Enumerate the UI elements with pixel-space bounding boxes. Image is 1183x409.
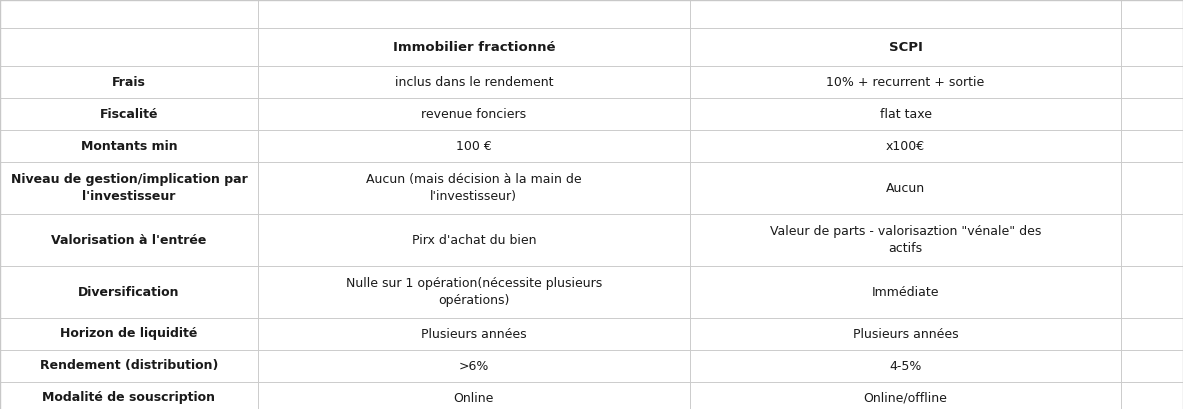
Text: Fiscalité: Fiscalité xyxy=(99,108,159,121)
Bar xyxy=(0,318,258,350)
Bar xyxy=(690,66,1121,98)
Bar xyxy=(258,318,690,350)
Bar xyxy=(1121,130,1183,162)
Text: Horizon de liquidité: Horizon de liquidité xyxy=(60,328,198,341)
Text: Nulle sur 1 opération(nécessite plusieurs
opérations): Nulle sur 1 opération(nécessite plusieur… xyxy=(345,277,602,307)
Bar xyxy=(258,98,690,130)
Bar xyxy=(690,130,1121,162)
Bar xyxy=(258,66,690,98)
Text: Rendement (distribution): Rendement (distribution) xyxy=(40,360,218,373)
Bar xyxy=(0,162,258,214)
Bar xyxy=(1121,318,1183,350)
Bar xyxy=(258,266,690,318)
Bar xyxy=(258,382,690,409)
Bar xyxy=(690,98,1121,130)
Bar xyxy=(258,130,690,162)
Text: 10% + recurrent + sortie: 10% + recurrent + sortie xyxy=(827,76,984,88)
Bar xyxy=(1121,214,1183,266)
Bar xyxy=(690,214,1121,266)
Bar xyxy=(0,130,258,162)
Text: Aucun: Aucun xyxy=(886,182,925,195)
Bar xyxy=(690,0,1121,28)
Bar xyxy=(0,66,258,98)
Text: Aucun (mais décision à la main de
l'investisseur): Aucun (mais décision à la main de l'inve… xyxy=(366,173,582,203)
Text: Valeur de parts - valorisaztion "vénale" des
actifs: Valeur de parts - valorisaztion "vénale"… xyxy=(770,225,1041,255)
Bar xyxy=(690,318,1121,350)
Text: 4-5%: 4-5% xyxy=(890,360,922,373)
Text: Valorisation à l'entrée: Valorisation à l'entrée xyxy=(51,234,207,247)
Text: flat taxe: flat taxe xyxy=(880,108,931,121)
Bar xyxy=(1121,66,1183,98)
Bar xyxy=(1121,350,1183,382)
Bar xyxy=(0,266,258,318)
Text: Immobilier fractionné: Immobilier fractionné xyxy=(393,40,555,54)
Bar xyxy=(1121,28,1183,66)
Bar xyxy=(0,0,258,28)
Text: Immédiate: Immédiate xyxy=(872,285,939,299)
Bar xyxy=(0,350,258,382)
Bar xyxy=(258,0,690,28)
Bar xyxy=(1121,0,1183,28)
Text: Niveau de gestion/implication par
l'investisseur: Niveau de gestion/implication par l'inve… xyxy=(11,173,247,203)
Text: Online: Online xyxy=(453,391,494,405)
Bar xyxy=(690,350,1121,382)
Text: Plusieurs années: Plusieurs années xyxy=(421,328,526,341)
Text: Pirx d'achat du bien: Pirx d'achat du bien xyxy=(412,234,536,247)
Bar xyxy=(0,28,258,66)
Bar xyxy=(1121,98,1183,130)
Text: 100 €: 100 € xyxy=(455,139,492,153)
Text: Montants min: Montants min xyxy=(80,139,177,153)
Bar xyxy=(258,28,690,66)
Text: Diversification: Diversification xyxy=(78,285,180,299)
Text: >6%: >6% xyxy=(459,360,489,373)
Bar xyxy=(1121,382,1183,409)
Bar xyxy=(258,162,690,214)
Bar xyxy=(0,98,258,130)
Bar xyxy=(0,382,258,409)
Bar xyxy=(258,214,690,266)
Text: SCPI: SCPI xyxy=(888,40,923,54)
Bar xyxy=(690,162,1121,214)
Text: x100€: x100€ xyxy=(886,139,925,153)
Bar xyxy=(690,28,1121,66)
Bar xyxy=(1121,266,1183,318)
Text: Modalité de souscription: Modalité de souscription xyxy=(43,391,215,405)
Bar xyxy=(258,350,690,382)
Text: inclus dans le rendement: inclus dans le rendement xyxy=(395,76,552,88)
Bar xyxy=(690,382,1121,409)
Bar xyxy=(0,214,258,266)
Text: Online/offline: Online/offline xyxy=(864,391,948,405)
Text: Frais: Frais xyxy=(112,76,146,88)
Text: Plusieurs années: Plusieurs années xyxy=(853,328,958,341)
Bar xyxy=(1121,162,1183,214)
Text: revenue fonciers: revenue fonciers xyxy=(421,108,526,121)
Bar xyxy=(690,266,1121,318)
